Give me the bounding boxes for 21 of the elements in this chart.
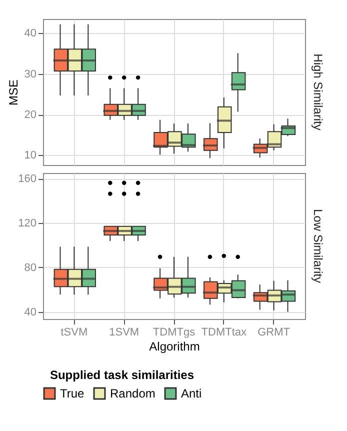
y-tick-label: 10 xyxy=(24,150,36,162)
legend-label: True xyxy=(60,386,85,401)
text: High Similarity xyxy=(311,54,325,130)
y-tick-label: 30 xyxy=(24,68,36,80)
x-axis-title: Algorithm xyxy=(149,340,200,354)
legend-title: Supplied task similarities xyxy=(50,368,194,382)
legend-label: Anti xyxy=(181,386,202,401)
x-tick-label: TDMTgs xyxy=(152,326,196,338)
y-tick-label: 40 xyxy=(24,306,36,318)
x-tick-label: TDMTtax xyxy=(201,326,248,338)
legend-label: Random xyxy=(110,386,156,401)
x-tick-label: 1SVM xyxy=(109,326,140,338)
y-axis-title: MSE xyxy=(6,79,20,106)
y-tick-label: 120 xyxy=(18,217,36,230)
y-tick-label: 40 xyxy=(24,28,36,40)
x-tick-label: GRMT xyxy=(258,326,290,338)
text: Low Similarity xyxy=(311,208,325,284)
y-tick-label: 20 xyxy=(24,109,36,122)
y-tick-label: 80 xyxy=(24,262,36,274)
y-tick-label: 160 xyxy=(18,173,36,186)
x-tick-label: tSVM xyxy=(60,326,88,338)
